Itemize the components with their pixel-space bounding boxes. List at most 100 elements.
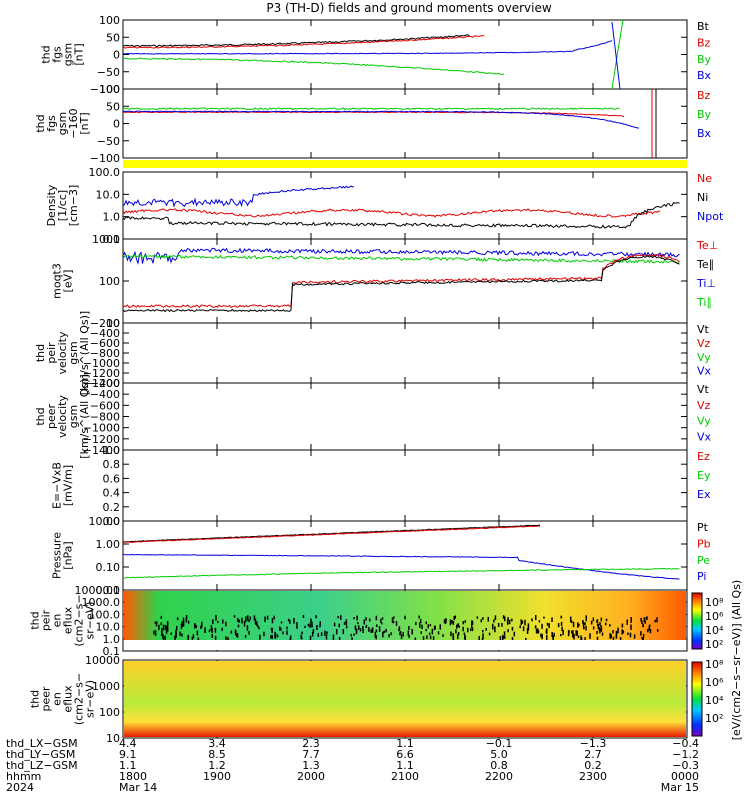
legend-fgs-0: Bt bbox=[697, 20, 710, 33]
spectrogram-peir-dropout bbox=[585, 625, 587, 631]
y-axis-label-peer-vel-2: velocity bbox=[56, 395, 69, 438]
spectrogram-peir-dropout bbox=[248, 631, 250, 635]
legend-temp-2: Ti⊥ bbox=[696, 277, 716, 290]
y-tick-label-peir-vel-6: −1400 bbox=[83, 377, 120, 390]
footer-hhmm-3: 2100 bbox=[391, 770, 419, 783]
spectrogram-peir-dropout bbox=[449, 619, 452, 626]
footer-row-label-3: hhmm bbox=[6, 770, 41, 783]
y-tick-label-peir-vel-4: −1000 bbox=[83, 357, 120, 370]
spectrogram-peir bbox=[124, 591, 686, 640]
spectrogram-peir-dropout bbox=[317, 633, 320, 637]
spectrogram-peir-dropout bbox=[503, 636, 505, 639]
y-axis-label-peer-flux-0: thd bbox=[29, 690, 42, 708]
spectrogram-peir-dropout bbox=[455, 629, 457, 634]
spectrogram-peir-dropout bbox=[356, 615, 358, 621]
y-axis-label-peir-vel-1: peir bbox=[45, 342, 58, 364]
spectrogram-peir-dropout bbox=[324, 630, 326, 636]
y-tick-label-peer-flux-3: 10 bbox=[106, 732, 120, 745]
spectrogram-peir-dropout bbox=[353, 633, 355, 636]
spectrogram-peir-dropout bbox=[612, 636, 615, 641]
spectrogram-peir-dropout bbox=[562, 629, 564, 636]
spectrogram-peir-dropout bbox=[289, 637, 291, 642]
spectrogram-peir-dropout bbox=[371, 628, 374, 633]
spectrogram-peir-dropout bbox=[642, 637, 644, 642]
footer-date-0: Mar 14 bbox=[119, 781, 157, 794]
spectrogram-peir-dropout bbox=[274, 631, 276, 637]
footer-date-6: Mar 15 bbox=[661, 781, 699, 794]
legend-fgs-2: By bbox=[697, 53, 712, 66]
y-tick-label-density-2: 1.0 bbox=[103, 211, 121, 224]
panel-frame-peir-vel bbox=[122, 322, 688, 384]
y-axis-label-density-0: Density bbox=[45, 184, 58, 226]
spectrogram-peir-dropout bbox=[439, 624, 442, 630]
spectrogram-peir-dropout bbox=[233, 615, 236, 618]
series-fgs-by bbox=[122, 57, 505, 76]
spectrogram-peir-dropout bbox=[215, 615, 217, 621]
y-tick-label-peir-flux-5: 0.1 bbox=[103, 645, 121, 658]
footer-hhmm-0: 1800 bbox=[119, 770, 147, 783]
spectrogram-peir-dropout bbox=[365, 624, 368, 628]
spectrogram-peir-dropout bbox=[182, 621, 185, 627]
footer-hhmm-2: 2000 bbox=[297, 770, 325, 783]
spectrogram-peir-dropout bbox=[482, 617, 484, 620]
spectrogram-peir-dropout bbox=[153, 630, 155, 635]
spectrogram-peir-dropout bbox=[357, 621, 359, 625]
footer-ly-6: −1.2 bbox=[672, 748, 699, 761]
footer-lx-1: 3.4 bbox=[208, 737, 226, 750]
spectrogram-peir-dropout bbox=[374, 631, 377, 638]
spectrogram-peir-dropout bbox=[237, 617, 239, 623]
spectrogram-peir-dropout bbox=[536, 628, 539, 634]
legend-efield-2: Ex bbox=[697, 488, 711, 501]
spectrogram-peir-dropout bbox=[266, 615, 269, 620]
spectrogram-peir-dropout bbox=[338, 636, 341, 641]
spectrogram-peir-dropout bbox=[464, 620, 467, 623]
spectrogram-peir-dropout bbox=[453, 616, 455, 621]
spectrogram-peir-dropout bbox=[641, 620, 643, 624]
spectrogram-peir-dropout bbox=[451, 619, 453, 624]
spectrogram-peir-dropout bbox=[164, 624, 167, 630]
spectrogram-peir-dropout bbox=[541, 633, 543, 640]
spectrogram-peir-dropout bbox=[596, 636, 599, 641]
y-tick-label-density-3: 0.1 bbox=[103, 233, 121, 246]
spectrogram-peir-dropout bbox=[325, 634, 328, 640]
spectrogram-peir-dropout bbox=[503, 631, 506, 636]
spectrogram-peir-dropout bbox=[599, 622, 601, 626]
spectrogram-peir-dropout bbox=[596, 630, 598, 635]
spectrogram-peir-dropout bbox=[494, 615, 497, 621]
legend-peer-vel-3: Vx bbox=[697, 431, 712, 444]
y-axis-label-fgs-dsl-2: gsm bbox=[56, 112, 69, 135]
spectrogram-peir-dropout bbox=[457, 634, 459, 640]
y-tick-label-peer-vel-6: −1400 bbox=[83, 444, 120, 457]
spectrogram-peir-dropout bbox=[543, 616, 545, 619]
spectrogram-peir-dropout bbox=[225, 621, 227, 627]
legend-pressure-0: Pt bbox=[697, 521, 709, 534]
spectrogram-peir-dropout bbox=[196, 630, 199, 636]
spectrogram-peir-dropout bbox=[342, 629, 345, 635]
y-tick-label-peer-vel-2: −600 bbox=[90, 399, 120, 412]
y-tick-label-efield-3: 0.4 bbox=[103, 487, 121, 500]
colorbar-tick-4: 10⁸ bbox=[705, 658, 724, 671]
spectrogram-peir-dropout bbox=[592, 626, 595, 630]
legend-density-2: Npot bbox=[697, 210, 724, 223]
spectrogram-peir-dropout bbox=[598, 626, 600, 631]
footer-lx-0: 4.4 bbox=[119, 737, 137, 750]
footer-lz-2: 1.3 bbox=[302, 759, 320, 772]
footer-ly-1: 8.5 bbox=[208, 748, 226, 761]
spectrogram-peir-dropout bbox=[359, 628, 362, 632]
series-ti-perp bbox=[122, 247, 680, 265]
spectrogram-peir-dropout bbox=[427, 624, 429, 629]
spectrogram-peir-dropout bbox=[437, 631, 440, 635]
y-tick-label-efield-5: 0.0 bbox=[103, 515, 121, 528]
spectrogram-peir-dropout bbox=[165, 627, 168, 634]
spectrogram-peir-dropout bbox=[312, 628, 315, 634]
spectrogram-peir-dropout bbox=[259, 634, 261, 640]
spectrogram-peir-dropout bbox=[511, 636, 514, 642]
spectrogram-peir-dropout bbox=[381, 617, 384, 620]
spectrogram-peir-dropout bbox=[311, 621, 313, 628]
spectrogram-peir-dropout bbox=[425, 621, 428, 625]
spectrogram-peir-dropout bbox=[201, 621, 203, 628]
y-axis-label-peir-flux-2: en bbox=[51, 614, 64, 628]
spectrogram-peir-dropout bbox=[181, 621, 183, 625]
spectrogram-peir-dropout bbox=[452, 620, 455, 625]
